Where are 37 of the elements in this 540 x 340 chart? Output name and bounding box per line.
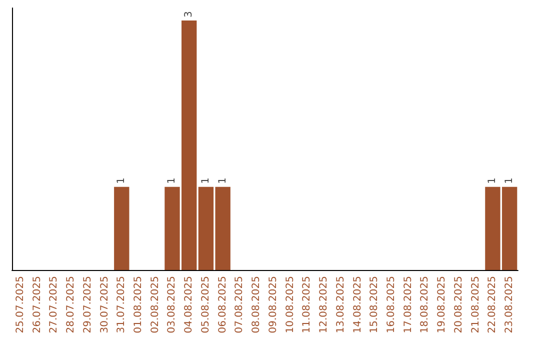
x-tick-label: 04.08.2025 [184,276,195,334]
x-tick-label: 21.08.2025 [470,276,482,334]
x-tick-label: 10.08.2025 [284,276,296,334]
x-tick-label: 23.08.2025 [504,276,516,334]
x-tick-label: 02.08.2025 [150,276,161,334]
x-tick-label: 06.08.2025 [217,276,228,334]
x-tick-label: 13.08.2025 [335,276,346,334]
x-tick-label: 18.08.2025 [420,276,431,334]
x-tick-label: 08.08.2025 [251,276,262,334]
x-tick-label: 12.08.2025 [318,276,330,334]
data-label: 1 [116,177,128,184]
x-tick-label: 19.08.2025 [436,276,448,334]
data-label: 3 [184,11,195,18]
x-tick-label: 14.08.2025 [352,276,364,334]
x-tick-label: 09.08.2025 [268,276,279,334]
x-tick-label: 20.08.2025 [453,276,464,334]
x-tick-label: 16.08.2025 [386,276,397,334]
data-label: 1 [166,177,178,184]
x-tick-label: 26.07.2025 [32,276,43,334]
x-tick-label: 22.08.2025 [487,276,498,334]
x-tick-label: 29.07.2025 [82,276,94,334]
x-tick-label: 30.07.2025 [99,276,110,334]
x-tick-label: 05.08.2025 [200,276,212,334]
data-label: 1 [487,177,498,184]
x-tick-label: 03.08.2025 [166,276,178,334]
x-tick-label: 07.08.2025 [234,276,246,334]
data-label: 1 [504,177,516,184]
x-tick-label: 25.07.2025 [14,276,26,334]
x-tick-label: 01.08.2025 [133,276,144,334]
x-tick-label: 27.07.2025 [48,276,60,334]
x-tick-label: 28.07.2025 [66,276,77,334]
x-tick-label: 11.08.2025 [302,276,313,334]
data-label: 1 [200,177,212,184]
x-tick-label: 31.07.2025 [116,276,128,334]
x-tick-label: 15.08.2025 [369,276,380,334]
x-tick-label: 17.08.2025 [402,276,414,334]
data-label: 1 [217,177,228,184]
